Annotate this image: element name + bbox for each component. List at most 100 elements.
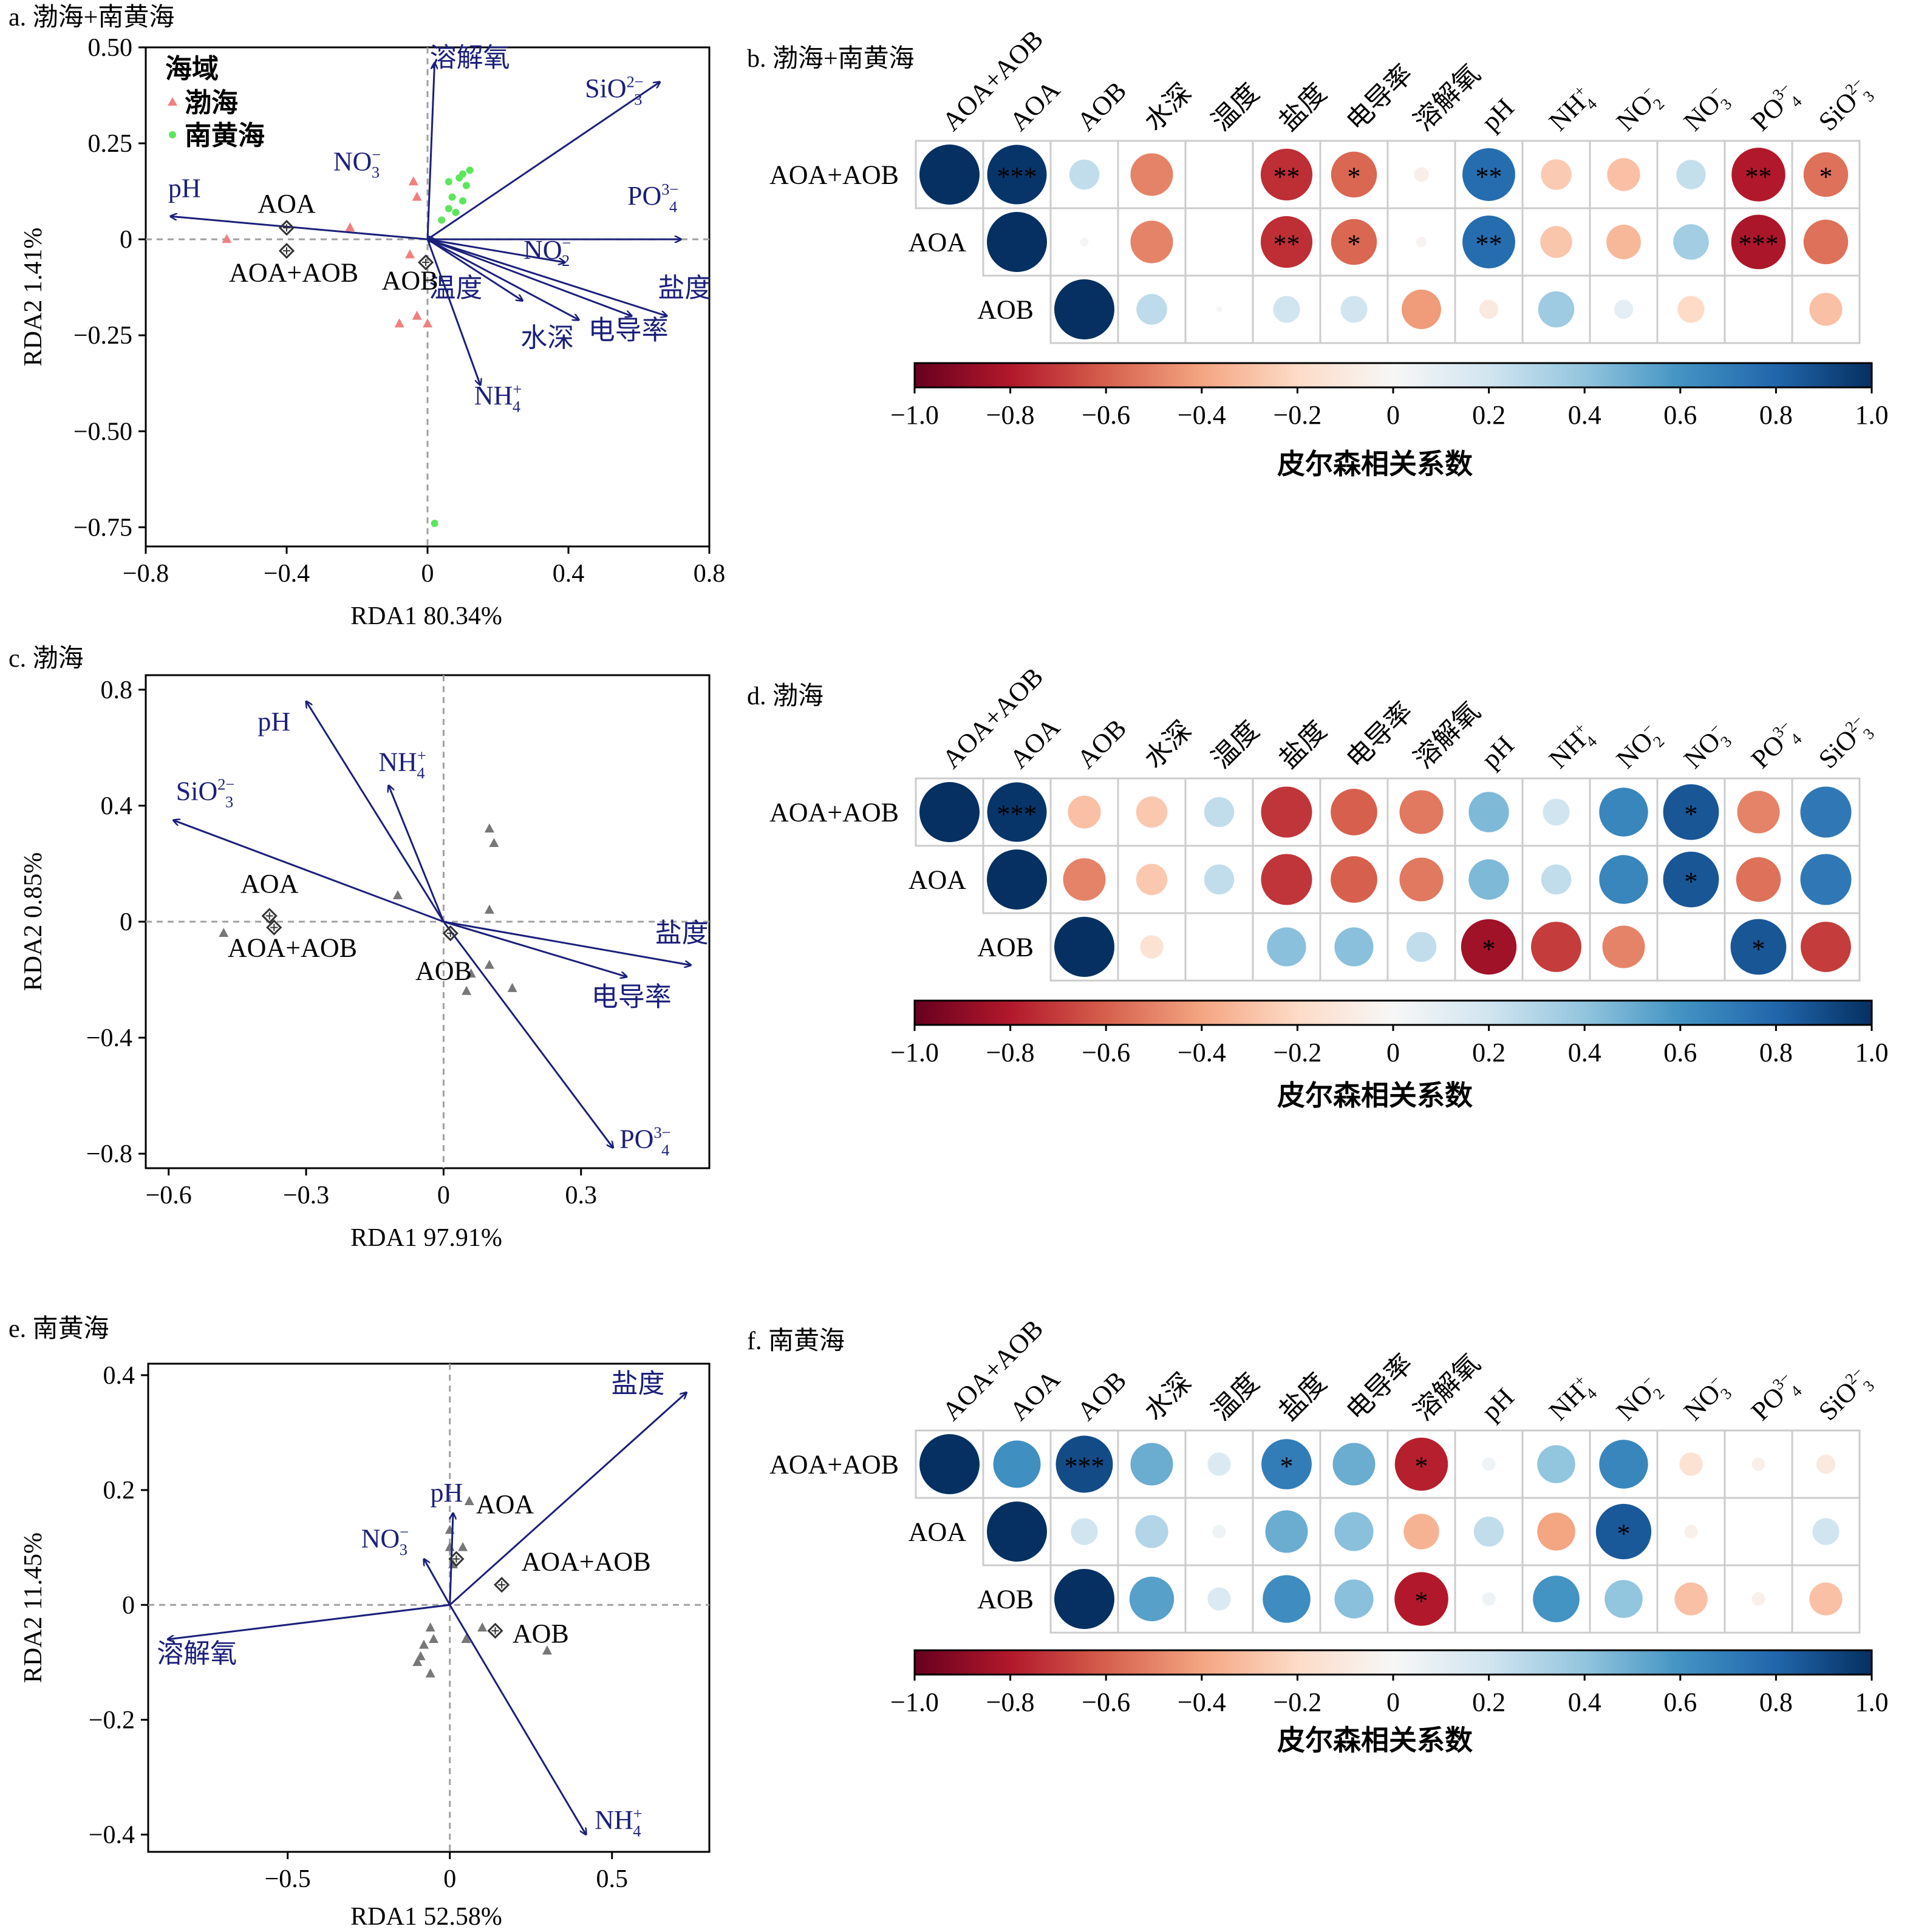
heatmap-cell	[1049, 1497, 1119, 1566]
species-label-aoa-aob: AOA+AOB	[522, 1547, 651, 1577]
colorbar-tick-label: 0.8	[1759, 1687, 1793, 1717]
arrow-nh4	[389, 786, 445, 922]
arrow-label-item: 电导率	[588, 316, 669, 345]
column-label-aoa: AOA	[1004, 1364, 1066, 1426]
arrow-label-no2: NO− 2	[523, 234, 571, 270]
x-tick-label: 0.3	[565, 1182, 597, 1209]
sample-point-circle	[462, 182, 470, 189]
correlation-circle	[1204, 797, 1235, 828]
sample-point-triangle	[392, 890, 403, 900]
arrow-label-po4-3: PO3− 4	[619, 1123, 670, 1159]
x-tick-label: 0.8	[694, 560, 726, 588]
heatmap-cell	[1117, 912, 1187, 982]
panel-e: e. 南黄海 RDA1 52.58% RDA2 11.45% −0.5 0 0.5 0…	[9, 1315, 711, 1931]
arrow-item	[168, 1604, 450, 1639]
species-label-aoa: AOA	[257, 189, 316, 219]
correlation-circle	[919, 145, 980, 205]
correlation-circle	[1136, 796, 1168, 828]
correlation-circle	[1676, 160, 1706, 189]
correlation-circle	[1260, 216, 1313, 268]
correlation-circle	[1663, 851, 1719, 908]
panel-c: c. 渤海 RDA1 97.91% RDA2 0.85% −0.6 −0.3 0 0.…	[9, 645, 711, 1252]
column-label-aob: AOB	[1071, 76, 1132, 137]
arrow-nh4	[426, 239, 480, 385]
sample-point-circle	[438, 216, 446, 224]
significance-mark: **	[1476, 162, 1502, 192]
row-label-aob: AOB	[977, 295, 1034, 325]
significance-mark: **	[1274, 230, 1300, 259]
colorbar-tick-label: −0.6	[1082, 1038, 1130, 1067]
arrow-label-item: 电导率	[592, 982, 672, 1012]
sample-point-circle	[459, 170, 466, 178]
x-tick-label: 0.4	[553, 560, 585, 588]
correlation-circle	[1663, 784, 1719, 840]
y-tick-label: 0.4	[103, 1362, 135, 1390]
significance-mark: *	[1415, 1452, 1428, 1481]
y-tick-label: 0.25	[88, 130, 133, 158]
row-label-aoa-aob: AOA+AOB	[769, 1450, 899, 1480]
correlation-circle	[1803, 152, 1849, 197]
y-tick-label: 0.50	[88, 34, 133, 62]
column-label-aob: AOB	[1071, 713, 1132, 774]
correlation-circle	[1812, 1518, 1840, 1545]
y-tick-label: 0.8	[101, 676, 133, 704]
arrow-item	[427, 238, 579, 320]
colorbar-tick-label: 0	[1386, 1038, 1400, 1067]
column-label-aoa: AOA	[1004, 75, 1066, 137]
correlation-circle	[1736, 857, 1781, 902]
correlation-circle	[1604, 1580, 1643, 1618]
correlation-circle	[1606, 225, 1641, 259]
correlation-circle	[1751, 1457, 1765, 1471]
sample-point-circle	[431, 520, 438, 528]
correlation-circle	[1261, 1439, 1312, 1489]
sample-point-circle	[445, 205, 452, 213]
y-tick-label: 0	[120, 908, 132, 936]
species-label-aob: AOB	[415, 956, 472, 986]
correlation-circle	[1602, 925, 1645, 968]
arrow-item	[443, 920, 627, 977]
correlation-circle	[1069, 159, 1100, 190]
correlation-circle	[1541, 159, 1572, 190]
correlation-circle	[1461, 919, 1517, 975]
significance-mark: *	[1280, 1452, 1294, 1481]
column-label-item: 温度	[1206, 1367, 1265, 1426]
arrow-label-item: 盐度	[655, 918, 709, 948]
panel-d-colorbar-label: 皮尔森相关系数	[1277, 1080, 1473, 1111]
arrow-label-ph: pH	[430, 1478, 463, 1508]
species-marker-aoa-aob	[266, 919, 282, 936]
sample-point-triangle	[222, 234, 232, 243]
panel-a-ylabel: RDA2 1.41%	[19, 228, 47, 367]
correlation-circle	[1543, 798, 1570, 826]
sample-point-triangle	[507, 982, 517, 992]
sample-point-triangle	[425, 1622, 435, 1632]
panel-a-legend: 海域 渤海 南黄海	[165, 54, 265, 151]
correlation-circle	[1809, 1582, 1843, 1616]
arrow-sio3-2	[173, 820, 444, 923]
heatmap-cell	[1184, 207, 1254, 277]
correlation-circle	[1614, 299, 1634, 319]
correlation-circle	[987, 145, 1047, 205]
correlation-circle	[1414, 167, 1429, 182]
sample-point-triangle	[423, 318, 432, 328]
panel-e-frame	[147, 1362, 711, 1853]
y-tick-label: −0.4	[86, 1024, 132, 1052]
correlation-circle	[1541, 864, 1572, 895]
panel-f-colorbar: −1.0 −0.8 −0.6 −0.4 −0.2 0 0.2 0.4 0.6 0.8 1.0	[890, 1649, 1889, 1717]
sample-point-triangle	[345, 222, 355, 232]
correlation-circle	[1054, 279, 1114, 339]
heatmap-cell	[1184, 845, 1254, 914]
column-label-item: 盐度	[1274, 78, 1332, 137]
correlation-circle	[1462, 148, 1515, 201]
correlation-circle	[1479, 299, 1499, 319]
sample-point-triangle	[412, 1656, 423, 1666]
arrow-label-sio3-2: SiO2− 3	[176, 775, 235, 811]
arrow-label-no3: NO− 3	[333, 146, 381, 182]
significance-mark: *	[1617, 1519, 1631, 1549]
panel-b-title: b. 渤海+南黄海	[747, 45, 915, 73]
row-label-aob: AOB	[977, 1585, 1034, 1614]
colorbar-tick-label: −0.4	[1178, 400, 1226, 430]
